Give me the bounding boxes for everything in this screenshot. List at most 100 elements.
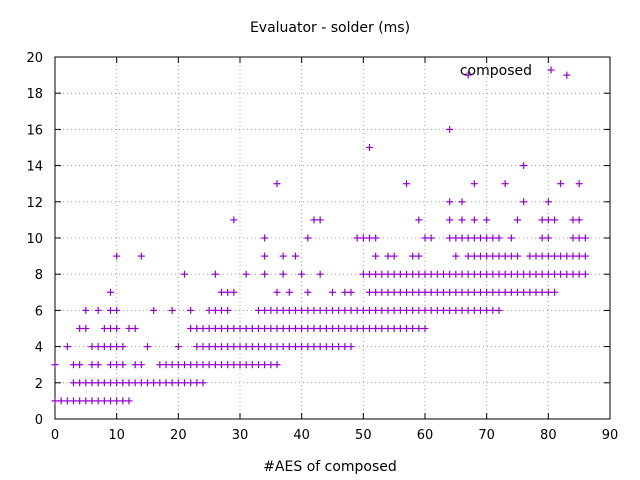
y-tick-label: 12: [26, 196, 43, 211]
data-point: [205, 361, 213, 369]
data-point: [477, 252, 484, 260]
data-point: [285, 306, 293, 314]
data-point: [174, 343, 182, 351]
data-point: [255, 306, 262, 314]
data-point: [168, 379, 176, 387]
data-point: [273, 325, 281, 332]
data-point: [211, 325, 219, 332]
data-point: [316, 343, 324, 351]
data-point: [409, 325, 417, 332]
data-point: [335, 325, 343, 332]
data-point: [514, 252, 521, 260]
data-point: [100, 379, 108, 387]
data-point: [255, 361, 262, 369]
data-point: [464, 306, 472, 314]
data-point: [304, 325, 312, 332]
data-point: [507, 252, 515, 260]
data-point: [421, 270, 429, 278]
legend-marker-symbol: [547, 66, 555, 74]
data-point: [372, 270, 380, 278]
data-point: [88, 397, 96, 405]
data-point: [440, 306, 447, 314]
data-point: [181, 270, 188, 278]
data-point: [273, 306, 281, 314]
data-point: [119, 379, 127, 387]
data-point: [199, 343, 207, 351]
data-point: [107, 306, 114, 314]
data-point: [261, 252, 269, 260]
data-point: [526, 270, 534, 278]
data-point: [310, 343, 318, 351]
data-point: [199, 325, 207, 332]
data-point: [94, 397, 102, 405]
data-point: [113, 325, 121, 332]
data-point: [378, 306, 386, 314]
data-point: [409, 306, 417, 314]
data-point: [199, 379, 207, 387]
data-point: [82, 397, 90, 405]
data-point: [532, 252, 540, 260]
data-point: [162, 379, 170, 387]
data-point: [261, 270, 269, 278]
data-point: [390, 306, 398, 314]
data-point: [107, 397, 114, 405]
data-point: [94, 361, 102, 369]
data-point: [514, 288, 521, 296]
data-point: [279, 306, 287, 314]
data-point: [82, 379, 90, 387]
data-point: [464, 71, 472, 79]
data-point: [150, 306, 158, 314]
data-point: [581, 234, 589, 242]
data-point: [470, 288, 478, 296]
data-point: [470, 180, 478, 188]
data-point: [292, 252, 299, 260]
data-point: [224, 361, 232, 369]
data-point: [94, 379, 102, 387]
data-point: [581, 270, 589, 278]
data-point: [162, 361, 170, 369]
data-point: [205, 325, 213, 332]
data-point: [292, 325, 299, 332]
data-point: [366, 325, 373, 332]
data-point: [131, 361, 139, 369]
data-point: [458, 198, 466, 206]
data-point: [107, 288, 114, 296]
data-point: [396, 288, 404, 296]
data-point: [193, 343, 201, 351]
data-point: [452, 270, 460, 278]
data-point: [501, 288, 509, 296]
data-point: [477, 306, 484, 314]
data-point: [470, 234, 478, 242]
data-point: [88, 343, 96, 351]
data-point: [446, 288, 454, 296]
data-point: [353, 325, 361, 332]
data-point: [421, 325, 429, 332]
data-point: [347, 343, 355, 351]
data-point: [409, 252, 417, 260]
data-point: [446, 234, 454, 242]
y-tick-label: 20: [26, 51, 43, 66]
data-point: [489, 270, 497, 278]
data-point: [427, 288, 435, 296]
data-point: [495, 234, 503, 242]
data-point: [538, 270, 546, 278]
data-point: [452, 288, 460, 296]
data-point: [131, 325, 139, 332]
data-point: [409, 270, 417, 278]
data-point: [458, 288, 466, 296]
data-point: [341, 343, 349, 351]
data-point: [168, 361, 176, 369]
data-point: [403, 288, 410, 296]
data-point: [483, 270, 491, 278]
data-point: [125, 325, 133, 332]
data-points: [51, 71, 589, 405]
data-point: [489, 306, 497, 314]
data-point: [70, 397, 77, 405]
data-point: [581, 252, 589, 260]
data-point: [538, 216, 546, 224]
data-point: [551, 288, 558, 296]
data-point: [384, 306, 392, 314]
data-point: [131, 379, 139, 387]
data-point: [538, 234, 546, 242]
data-point: [366, 288, 373, 296]
